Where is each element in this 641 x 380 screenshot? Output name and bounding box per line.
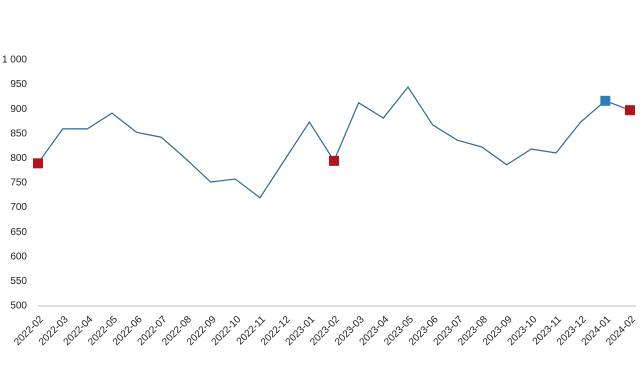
marker (600, 95, 611, 106)
y-tick-label: 750 (10, 178, 27, 189)
y-tick-label: 850 (10, 128, 27, 139)
marker (33, 158, 43, 169)
y-tick-label: 600 (10, 251, 27, 262)
y-tick-label: 550 (10, 276, 27, 287)
marker (625, 105, 635, 116)
y-tick-label: 950 (10, 79, 27, 90)
y-tick-label: 650 (10, 227, 27, 238)
line (37, 86, 631, 199)
marker (329, 155, 339, 166)
y-tick-label: 700 (10, 202, 27, 213)
y-tick-label: 500 (10, 301, 27, 312)
y-tick-label: 1 000 (2, 55, 27, 66)
y-tick-label: 800 (10, 153, 27, 164)
y-tick-label: 900 (10, 104, 27, 115)
